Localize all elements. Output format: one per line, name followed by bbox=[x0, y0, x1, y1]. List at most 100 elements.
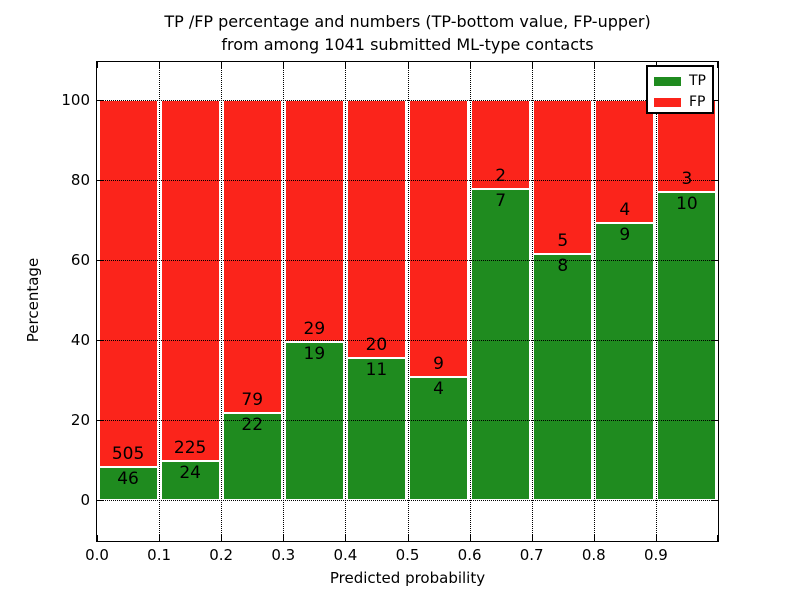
tp-count-label: 10 bbox=[676, 194, 698, 215]
x-tick-mark bbox=[159, 62, 161, 68]
plot-area: TP FP 505 46 225 24 79 22 29 19 20 11 9 4 2 7 5 8 4 9 3 10 bbox=[96, 61, 719, 542]
fp-count-label: 20 bbox=[365, 335, 388, 356]
x-tick-label: 0.7 bbox=[519, 546, 544, 564]
x-tick-mark bbox=[97, 62, 98, 68]
y-tick-label: 80 bbox=[70, 171, 90, 189]
x-tick-mark bbox=[283, 535, 285, 541]
tp-count-label: 19 bbox=[303, 343, 326, 364]
x-tick-mark bbox=[655, 535, 657, 541]
chart-title: TP /FP percentage and numbers (TP-bottom… bbox=[97, 10, 718, 56]
y-tick-label: 40 bbox=[70, 331, 90, 349]
y-tick-mark bbox=[712, 420, 718, 421]
tp-count-label: 11 bbox=[365, 360, 388, 381]
y-tick-mark bbox=[97, 340, 103, 341]
x-tick-label: 0.8 bbox=[581, 546, 606, 564]
fp-count-label: 225 bbox=[173, 438, 207, 459]
y-tick-mark bbox=[712, 180, 718, 181]
v-gridline bbox=[407, 62, 409, 541]
x-tick-mark bbox=[407, 535, 409, 541]
x-tick-mark bbox=[345, 535, 347, 541]
bar-fp-segment bbox=[222, 100, 282, 413]
x-tick-label: 0.2 bbox=[209, 546, 234, 564]
x-tick-label: 0.5 bbox=[395, 546, 420, 564]
h-gridline bbox=[97, 340, 718, 341]
legend-label-tp: TP bbox=[689, 73, 706, 89]
tp-count-label: 8 bbox=[557, 255, 569, 276]
bar-tp-segment bbox=[533, 253, 593, 500]
x-tick-mark bbox=[221, 62, 223, 68]
v-gridline bbox=[593, 62, 595, 541]
y-tick-mark bbox=[712, 340, 718, 341]
bar-fp-segment bbox=[160, 100, 220, 462]
x-tick-label: 0.6 bbox=[457, 546, 482, 564]
y-tick-mark bbox=[97, 260, 103, 261]
x-tick-mark bbox=[593, 535, 595, 541]
bar-fp-segment bbox=[471, 100, 531, 189]
fp-count-label: 2 bbox=[495, 165, 507, 186]
y-tick-label: 20 bbox=[70, 411, 90, 429]
x-tick-mark bbox=[345, 62, 347, 68]
y-tick-label: 100 bbox=[61, 91, 90, 109]
x-tick-mark bbox=[97, 535, 98, 541]
chart-title-line2: from among 1041 submitted ML-type contac… bbox=[221, 35, 594, 54]
tp-count-label: 7 bbox=[495, 190, 507, 211]
h-gridline bbox=[97, 180, 718, 181]
y-tick-mark bbox=[97, 180, 103, 181]
bar-fp-segment bbox=[657, 100, 717, 193]
y-tick-mark bbox=[712, 100, 718, 101]
bar-fp-segment bbox=[284, 100, 344, 342]
tp-count-label: 22 bbox=[241, 414, 264, 435]
tp-count-label: 46 bbox=[117, 468, 139, 489]
x-tick-label: 0.1 bbox=[147, 546, 172, 564]
h-gridline bbox=[97, 260, 718, 261]
tp-swatch bbox=[654, 76, 681, 86]
x-tick-mark bbox=[469, 62, 471, 68]
tp-count-label: 9 bbox=[619, 225, 631, 246]
fp-count-label: 505 bbox=[111, 443, 145, 464]
fp-count-label: 5 bbox=[557, 230, 569, 251]
v-gridline bbox=[345, 62, 347, 541]
x-axis-label: Predicted probability bbox=[329, 569, 486, 587]
tp-count-label: 4 bbox=[433, 378, 444, 399]
y-tick-mark bbox=[97, 420, 103, 421]
fp-count-label: 79 bbox=[241, 389, 264, 410]
fp-count-label: 9 bbox=[433, 353, 444, 374]
x-tick-mark bbox=[531, 535, 533, 541]
fp-count-label: 4 bbox=[619, 200, 631, 221]
x-tick-mark bbox=[531, 62, 533, 68]
x-tick-mark bbox=[593, 62, 595, 68]
x-tick-mark bbox=[407, 62, 409, 68]
h-gridline bbox=[97, 100, 718, 101]
bar-tp-segment bbox=[409, 376, 469, 500]
v-gridline bbox=[283, 62, 285, 541]
v-gridline bbox=[469, 62, 471, 541]
bar-fp-segment bbox=[409, 100, 469, 377]
x-tick-mark bbox=[717, 535, 718, 541]
legend-label-fp: FP bbox=[689, 94, 706, 110]
x-tick-label: 0.0 bbox=[85, 546, 109, 564]
x-tick-label: 0.3 bbox=[271, 546, 296, 564]
y-tick-label: 60 bbox=[70, 251, 90, 269]
bar-tp-segment bbox=[346, 358, 406, 500]
v-gridline bbox=[159, 62, 161, 541]
legend: TP FP bbox=[646, 65, 714, 114]
x-tick-mark bbox=[159, 535, 161, 541]
bar-tp-segment bbox=[657, 192, 717, 500]
y-tick-mark bbox=[712, 260, 718, 261]
bar-fp-segment bbox=[98, 100, 158, 467]
y-tick-mark bbox=[97, 500, 103, 501]
bar-tp-segment bbox=[160, 461, 220, 500]
x-tick-label: 0.9 bbox=[643, 546, 668, 564]
bar-tp-segment bbox=[222, 412, 282, 500]
legend-item-fp: FP bbox=[654, 93, 706, 111]
v-gridline bbox=[221, 62, 223, 541]
x-tick-mark bbox=[717, 62, 718, 68]
chart-title-line1: TP /FP percentage and numbers (TP-bottom… bbox=[164, 12, 651, 31]
fp-swatch bbox=[654, 97, 681, 107]
x-tick-mark bbox=[221, 535, 223, 541]
y-tick-mark bbox=[712, 500, 718, 501]
h-gridline bbox=[97, 500, 718, 501]
bar-fp-segment bbox=[346, 100, 406, 359]
x-tick-label: 0.4 bbox=[333, 546, 358, 564]
